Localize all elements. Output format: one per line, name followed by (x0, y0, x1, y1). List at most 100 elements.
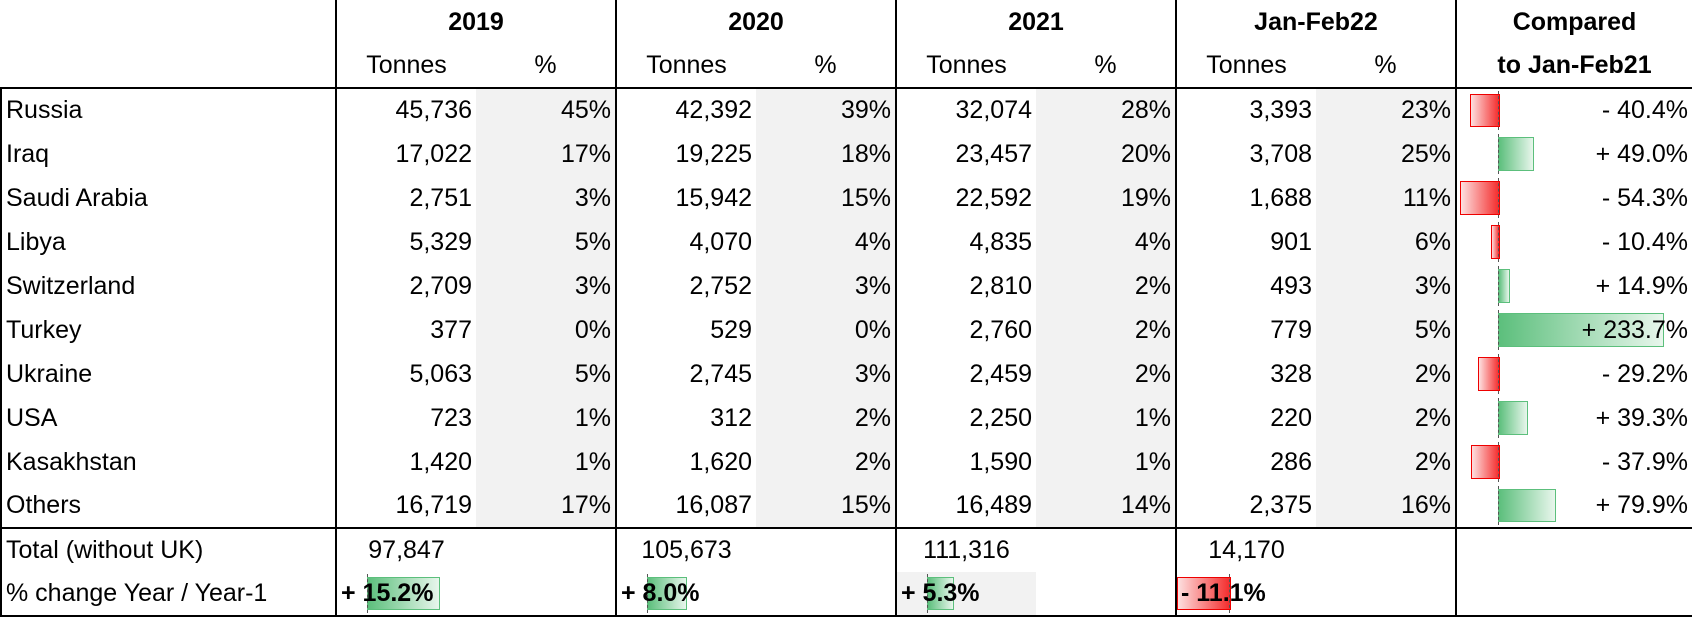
share-cell: 17% (476, 132, 616, 176)
change-cell: + 49.0% (1455, 132, 1692, 176)
change-label: - 37.9% (1601, 447, 1689, 476)
share-cell: 25% (1316, 132, 1457, 176)
tonnes-cell: 2,760 (895, 308, 1036, 352)
pct-change-label: % change Year / Year-1 (0, 572, 336, 617)
year-header: Jan-Feb22 (1174, 0, 1457, 44)
unit-header: Tonnes (895, 44, 1036, 88)
share-cell: 16% (1316, 484, 1457, 529)
data-bar (1469, 94, 1500, 127)
bar-axis (1229, 574, 1231, 613)
data-bar (1498, 269, 1511, 303)
share-cell: 2% (756, 440, 896, 484)
data-bar (1498, 489, 1556, 522)
compared-header: Compared (1455, 0, 1692, 44)
share-cell: 23% (1316, 87, 1457, 132)
share-cell: 3% (756, 264, 896, 308)
change-label: - 40.4% (1601, 96, 1689, 124)
table-row: Tonnes% Tonnes% Tonnes% Tonnes% to Jan-Feb21 (1, 44, 1692, 88)
pct-change-text: + 15.2% (341, 579, 434, 607)
change-label: + 14.9% (1595, 271, 1689, 300)
tonnes-cell: 328 (1175, 352, 1316, 396)
data-bar (1490, 225, 1500, 259)
share-cell: 4% (1036, 220, 1176, 264)
bar-axis (1498, 486, 1500, 525)
tonnes-cell: 2,709 (335, 264, 476, 308)
corner-cell (1, 44, 336, 88)
change-cell: - 40.4% (1455, 87, 1692, 132)
share-cell: 0% (476, 308, 616, 352)
bar-axis (1498, 222, 1500, 262)
change-label: + 39.3% (1595, 403, 1689, 432)
empty-cell (1316, 572, 1457, 617)
change-label: + 79.9% (1595, 491, 1689, 519)
change-cell: + 39.3% (1455, 396, 1692, 440)
change-cell: - 10.4% (1455, 220, 1692, 264)
empty-cell (1036, 528, 1176, 572)
country-cell: Ukraine (0, 352, 336, 396)
change-cell: + 14.9% (1455, 264, 1692, 308)
tonnes-cell: 2,459 (895, 352, 1036, 396)
table-row: Saudi Arabia 2,751 3% 15,942 15% 22,592 19% 1,6… (0, 176, 1692, 220)
table-row: Ukraine 5,063 5% 2,745 3% 2,459 2% 328 2% - 29.2% (0, 352, 1692, 396)
change-label: - 10.4% (1601, 227, 1689, 256)
share-cell: 3% (756, 352, 896, 396)
tonnes-cell: 19,225 (615, 132, 756, 176)
country-cell: Others (0, 484, 336, 529)
tonnes-cell: 220 (1175, 396, 1316, 440)
share-cell: 5% (476, 352, 616, 396)
table-row: USA 723 1% 312 2% 2,250 1% 220 2% + 39.3% (0, 396, 1692, 440)
country-cell: Turkey (0, 308, 336, 352)
tonnes-cell: 2,751 (335, 176, 476, 220)
bar-axis (1498, 178, 1500, 218)
bar-axis (1498, 442, 1500, 482)
table-row: Libya 5,329 5% 4,070 4% 4,835 4% 901 6% - 10.4% (0, 220, 1692, 264)
country-cell: Kasakhstan (0, 440, 336, 484)
share-cell: 15% (756, 176, 896, 220)
tonnes-cell: 22,592 (895, 176, 1036, 220)
unit-header: % (1374, 51, 1397, 79)
share-cell: 3% (476, 264, 616, 308)
empty-cell (1036, 572, 1176, 617)
country-cell: USA (0, 396, 336, 440)
empty-cell (476, 572, 616, 617)
share-cell: 45% (476, 87, 616, 132)
corner-cell (1, 0, 336, 44)
total-value: 14,170 (1175, 528, 1316, 572)
year-header: 2021 (895, 0, 1176, 44)
share-cell: 28% (1036, 87, 1176, 132)
share-cell: 0% (756, 308, 896, 352)
total-value: 97,847 (335, 528, 476, 572)
share-cell: 3% (1316, 264, 1457, 308)
data-bar (1477, 357, 1500, 391)
share-cell: 17% (476, 484, 616, 529)
country-cell: Saudi Arabia (0, 176, 336, 220)
change-cell: - 37.9% (1455, 440, 1692, 484)
table-row: Iraq 17,022 17% 19,225 18% 23,457 20% 3,708 25% +… (0, 132, 1692, 176)
data-bar (1460, 181, 1500, 215)
data-bar (1471, 445, 1500, 479)
bar-axis (1498, 134, 1500, 174)
tonnes-cell: 901 (1175, 220, 1316, 264)
table-row: Total (without UK) 97,847 105,673 111,316 14… (0, 528, 1692, 572)
table-row: Others 16,719 17% 16,087 15% 16,489 14% 2,375 16… (0, 484, 1692, 529)
tonnes-cell: 23,457 (895, 132, 1036, 176)
share-cell: 14% (1036, 484, 1176, 529)
table-row: Turkey 377 0% 529 0% 2,760 2% 779 5% + 233.7% (0, 308, 1692, 352)
tonnes-cell: 32,074 (895, 87, 1036, 132)
tonnes-cell: 5,063 (335, 352, 476, 396)
empty-cell (476, 528, 616, 572)
empty-cell (756, 572, 896, 617)
tonnes-cell: 312 (615, 396, 756, 440)
share-cell: 20% (1036, 132, 1176, 176)
share-cell: 2% (1036, 308, 1176, 352)
data-bar (647, 577, 687, 610)
year-header: 2020 (615, 0, 896, 44)
empty-cell (1316, 528, 1456, 572)
empty-cell (756, 528, 896, 572)
tonnes-cell: 1,620 (615, 440, 756, 484)
empty-cell (1455, 528, 1692, 572)
change-cell: + 233.7% (1455, 308, 1692, 352)
change-cell: - 29.2% (1455, 352, 1692, 396)
